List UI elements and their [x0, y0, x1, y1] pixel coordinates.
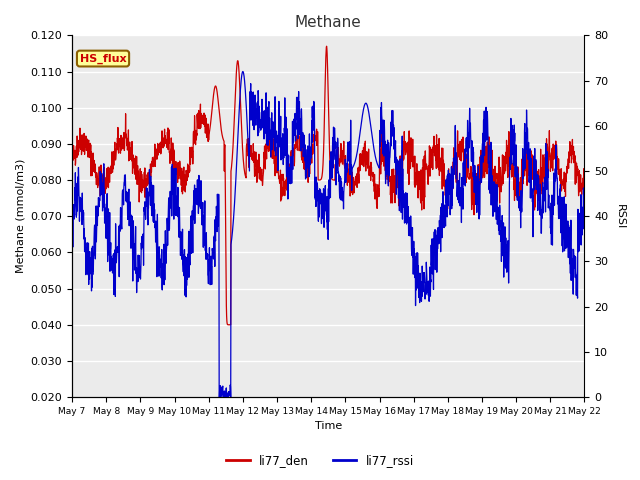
- Title: Methane: Methane: [295, 15, 362, 30]
- X-axis label: Time: Time: [315, 421, 342, 432]
- Y-axis label: Methane (mmol/m3): Methane (mmol/m3): [15, 159, 25, 274]
- Legend: li77_den, li77_rssi: li77_den, li77_rssi: [221, 449, 419, 472]
- Text: HS_flux: HS_flux: [80, 53, 126, 64]
- Y-axis label: RSSI: RSSI: [615, 204, 625, 229]
